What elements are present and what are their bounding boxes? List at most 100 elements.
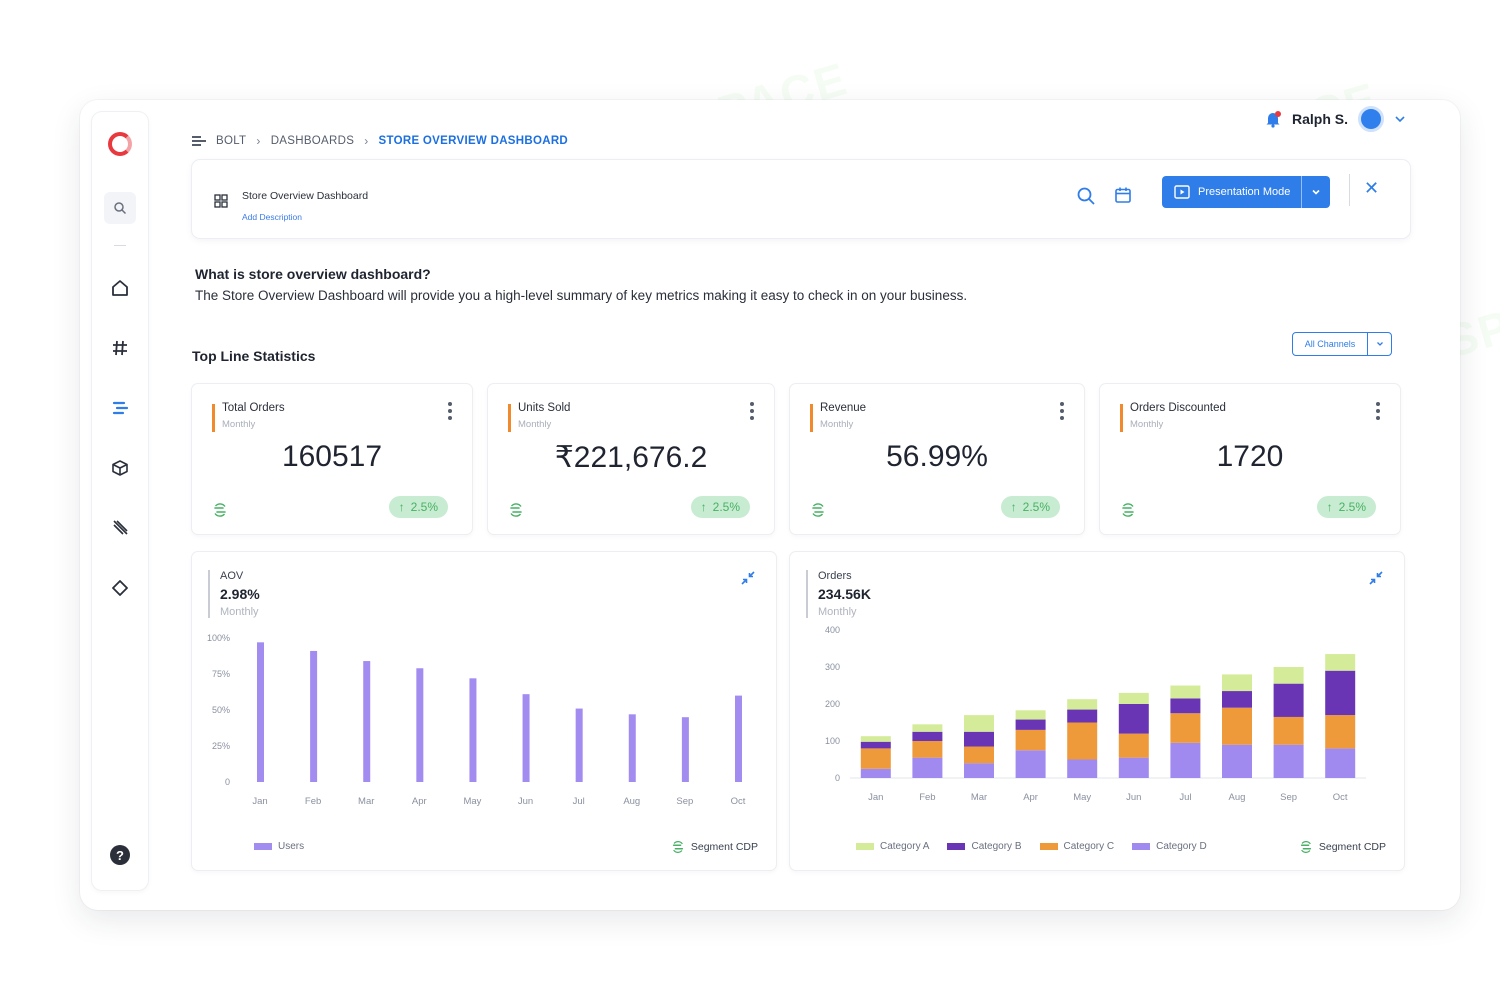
panel-label: AOV xyxy=(220,570,244,582)
channel-filter-select[interactable]: All Channels xyxy=(1292,332,1392,356)
sidebar-item-integrations[interactable] xyxy=(104,572,136,604)
chart-legend: Users xyxy=(254,841,304,852)
legend-swatch xyxy=(254,843,272,850)
stat-period: Monthly xyxy=(222,419,256,430)
stat-period: Monthly xyxy=(1130,419,1164,430)
bar-segment-category-a xyxy=(1222,674,1252,692)
bar-segment-category-c xyxy=(964,746,994,764)
x-tick-label: Jul xyxy=(573,796,585,807)
more-options-icon[interactable] xyxy=(1060,402,1064,420)
legend-label: Category D xyxy=(1156,841,1207,852)
legend-swatch xyxy=(947,843,966,850)
segment-logo-icon xyxy=(510,503,522,517)
bar-segment-category-b xyxy=(860,741,891,749)
bar-segment-category-d xyxy=(1067,759,1098,778)
bar-segment-category-c xyxy=(860,748,891,769)
bar-segment-category-b xyxy=(964,731,994,747)
collapse-icon[interactable] xyxy=(740,570,756,586)
x-tick-label: May xyxy=(1073,792,1091,803)
y-tick-label: 100% xyxy=(207,633,230,643)
user-menu[interactable]: Ralph S. xyxy=(1264,106,1406,132)
bar-apr xyxy=(416,668,424,782)
bar-segment-category-d xyxy=(1118,757,1149,778)
sidebar-item-home[interactable] xyxy=(104,272,136,304)
legend-item[interactable]: Category B xyxy=(947,841,1022,852)
legend-item[interactable]: Users xyxy=(254,841,304,852)
stat-card-total-orders[interactable]: Total Orders Monthly 160517 ↑ 2.5% xyxy=(192,384,472,534)
notification-bell-icon[interactable] xyxy=(1264,110,1282,128)
bar-segment-category-d xyxy=(964,763,994,778)
close-icon[interactable]: ✕ xyxy=(1364,178,1380,198)
stat-delta-badge: ↑ 2.5% xyxy=(388,496,448,518)
bar-segment-category-c xyxy=(1222,707,1252,745)
presentation-mode-label: Presentation Mode xyxy=(1198,186,1291,198)
bar-segment-category-c xyxy=(1273,716,1304,745)
presentation-dropdown-toggle[interactable] xyxy=(1302,187,1330,197)
segment-logo-icon xyxy=(214,503,226,517)
sidebar-item-products[interactable] xyxy=(104,452,136,484)
calendar-icon[interactable] xyxy=(1114,186,1132,204)
stat-card-revenue[interactable]: Revenue Monthly 56.99% ↑ 2.5% xyxy=(790,384,1084,534)
section-title: Top Line Statistics xyxy=(192,348,316,364)
stat-delta: 2.5% xyxy=(712,500,740,514)
bar-segment-category-a xyxy=(1170,685,1201,699)
sidebar-divider xyxy=(114,245,126,246)
bar-sep xyxy=(681,717,689,782)
legend-item[interactable]: Category D xyxy=(1132,841,1207,852)
sidebar-item-channels[interactable] xyxy=(104,332,136,364)
add-description-link[interactable]: Add Description xyxy=(242,212,303,222)
legend-swatch xyxy=(1039,843,1058,850)
more-options-icon[interactable] xyxy=(1376,402,1380,420)
bar-jun xyxy=(522,694,530,782)
data-source: Segment CDP xyxy=(1299,840,1386,854)
brand-logo-icon[interactable] xyxy=(108,132,132,156)
bar-segment-category-b xyxy=(1222,691,1252,708)
presentation-mode-button[interactable]: Presentation Mode xyxy=(1162,176,1330,208)
more-options-icon[interactable] xyxy=(750,402,754,420)
chevron-down-icon[interactable] xyxy=(1394,113,1406,125)
legend-label: Category C xyxy=(1063,841,1115,852)
panel-period: Monthly xyxy=(220,606,259,618)
sidebar-item-dashboards[interactable] xyxy=(104,392,136,424)
chevron-down-icon xyxy=(1312,189,1320,195)
y-tick-label: 50% xyxy=(212,705,230,715)
stat-delta: 2.5% xyxy=(1338,500,1366,514)
diamond-icon xyxy=(112,580,128,596)
bar-segment-category-b xyxy=(1273,683,1304,717)
segment-logo-icon xyxy=(672,841,683,853)
bar-segment-category-d xyxy=(912,757,943,778)
panel-label: Orders xyxy=(818,570,852,582)
bar-segment-category-a xyxy=(1015,710,1046,720)
stat-card-units-sold[interactable]: Units Sold Monthly ₹221,676.2 ↑ 2.5% xyxy=(488,384,774,534)
panel-value: 2.98% xyxy=(220,586,260,602)
bar-segment-category-d xyxy=(1273,744,1304,778)
sidebar-item-layers[interactable] xyxy=(104,512,136,544)
sidebar-search-button[interactable] xyxy=(104,192,136,224)
menu-toggle-icon[interactable] xyxy=(192,136,206,146)
legend-item[interactable]: Category A xyxy=(856,841,929,852)
toolbar-divider xyxy=(1349,174,1350,206)
stat-delta: 2.5% xyxy=(410,500,438,514)
more-options-icon[interactable] xyxy=(448,402,452,420)
legend-item[interactable]: Category C xyxy=(1039,841,1115,852)
bar-segment-category-c xyxy=(1118,733,1149,758)
bar-segment-category-a xyxy=(912,724,943,732)
stat-delta-badge: ↑ 2.5% xyxy=(1316,496,1376,518)
stat-card-orders-discounted[interactable]: Orders Discounted Monthly 1720 ↑ 2.5% xyxy=(1100,384,1400,534)
breadcrumb-item-dashboards[interactable]: DASHBOARDS xyxy=(270,135,355,147)
legend-label: Users xyxy=(278,841,305,852)
legend-label: Category A xyxy=(880,841,930,852)
bar-mar xyxy=(363,661,371,782)
breadcrumb-item-bolt[interactable]: BOLT xyxy=(216,135,247,147)
bar-segment-category-d xyxy=(1222,744,1252,778)
search-icon[interactable] xyxy=(1076,186,1096,206)
x-tick-label: Feb xyxy=(305,796,321,807)
segment-logo-icon xyxy=(812,503,824,517)
dashboard-header: Store Overview Dashboard Add Description… xyxy=(192,160,1410,238)
help-icon[interactable]: ? xyxy=(110,845,130,865)
stat-value: 1720 xyxy=(1216,440,1284,473)
channel-filter-toggle[interactable] xyxy=(1368,333,1391,355)
collapse-icon[interactable] xyxy=(1368,570,1384,586)
avatar[interactable] xyxy=(1358,106,1384,132)
x-tick-label: Oct xyxy=(1333,792,1348,803)
